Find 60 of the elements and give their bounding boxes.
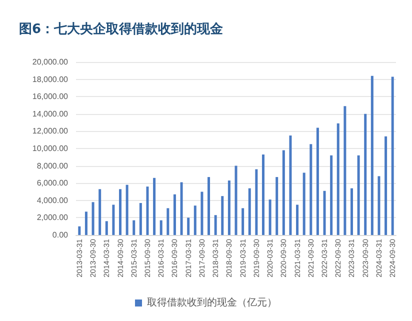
bar: [296, 204, 299, 235]
bar: [370, 76, 374, 235]
bar: [98, 189, 102, 235]
legend-label: 取得借款收到的现金（亿元）: [147, 296, 277, 308]
bar: [276, 177, 278, 235]
bar: [262, 154, 264, 235]
y-tick-label: 12,000.00: [32, 126, 69, 136]
bar: [228, 180, 230, 235]
bar: [350, 188, 353, 235]
chart-title: 图6：七大央企取得借款收到的现金: [19, 22, 224, 37]
bar: [268, 200, 272, 235]
bar: [166, 208, 170, 235]
bar: [180, 182, 183, 235]
bar: [289, 136, 292, 235]
bar: [221, 196, 224, 235]
y-tick-label: 2,000.00: [36, 213, 69, 222]
y-tick-label: 8,000.00: [36, 161, 69, 170]
y-tick-label: 10,000.00: [32, 144, 69, 153]
y-tick-label: 20,000.00: [32, 58, 69, 66]
bar: [378, 176, 380, 235]
bar: [173, 194, 176, 235]
bar: [92, 202, 94, 235]
bar: [200, 192, 204, 235]
bar: [384, 136, 388, 235]
bar: [234, 166, 238, 235]
bar: [357, 155, 360, 235]
bar: [119, 189, 122, 235]
bar: [336, 123, 340, 235]
bar: [255, 169, 258, 235]
bar: [344, 106, 346, 235]
bar: [126, 184, 128, 235]
bar: [208, 177, 210, 235]
bar: [105, 221, 108, 235]
bar: [214, 215, 217, 235]
y-tick-label: 18,000.00: [32, 74, 69, 84]
bar: [187, 218, 190, 235]
bar: [310, 144, 312, 235]
bar: [139, 202, 142, 235]
y-tick-label: 6,000.00: [36, 178, 69, 188]
y-tick-label: 14,000.00: [32, 109, 69, 118]
y-tick-label: 16,000.00: [32, 92, 69, 102]
y-tick-label: 0.00: [52, 230, 69, 240]
bar: [78, 226, 81, 235]
bar: [391, 76, 394, 235]
bar: [364, 114, 367, 235]
bar: [302, 172, 306, 235]
bar: [330, 155, 333, 235]
bar: [316, 128, 319, 235]
bar: [160, 220, 162, 235]
y-tick-label: 4,000.00: [36, 196, 69, 205]
bar: [153, 178, 156, 235]
bar: [132, 220, 136, 235]
bar: [323, 190, 326, 235]
bar: [282, 150, 285, 235]
bar: [84, 212, 88, 235]
bar: [242, 208, 244, 235]
bar: [112, 204, 115, 235]
bar: [146, 186, 149, 235]
bar: [194, 206, 196, 235]
bar: [248, 188, 251, 235]
